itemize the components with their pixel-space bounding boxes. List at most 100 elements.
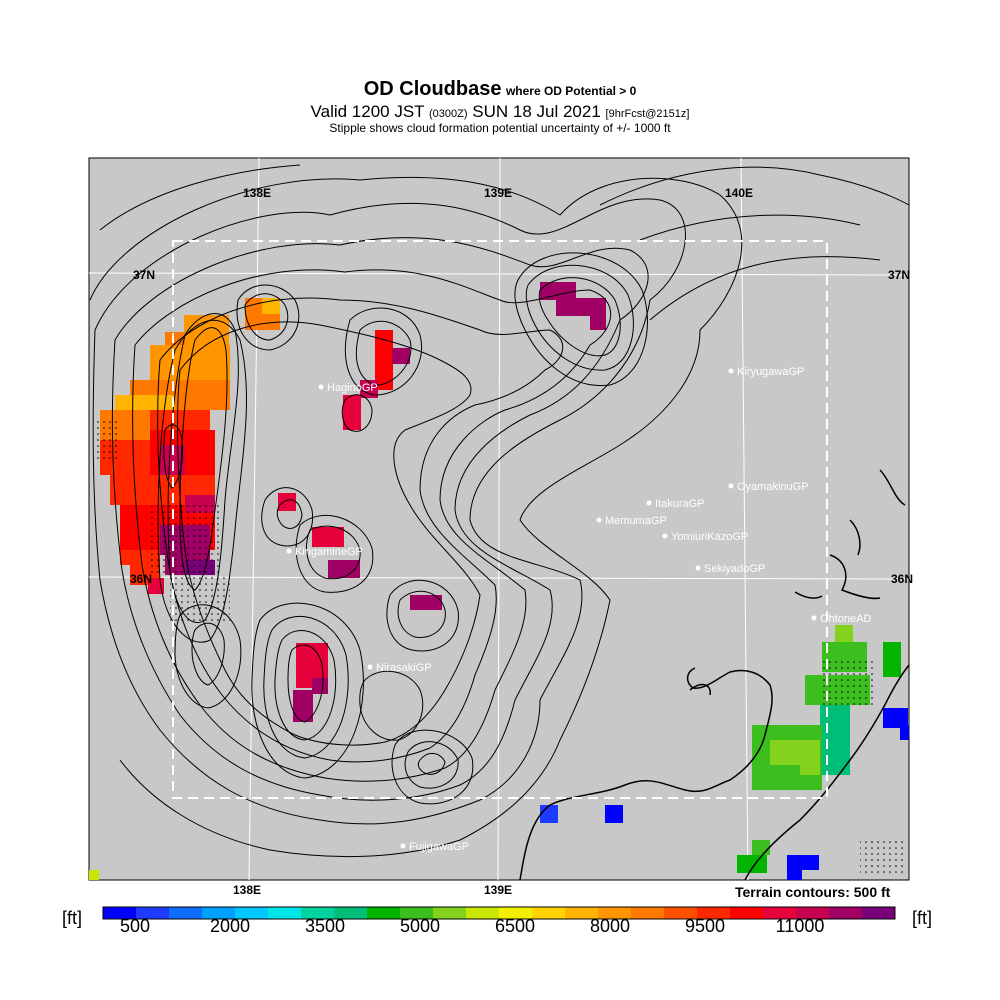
colorbar-swatch (565, 907, 599, 919)
valid-prefix: Valid 1200 JST (310, 102, 425, 121)
site-label: KirigamineGP (295, 546, 363, 558)
uncertainty-stipple (95, 420, 905, 875)
site-marker: NirasakiGP (367, 662, 432, 674)
cloudbase-cell (590, 312, 606, 330)
colorbar-swatch (301, 907, 335, 919)
cloudbase-cell (343, 395, 361, 430)
site-dot (318, 384, 324, 390)
colorbar-swatch (664, 907, 698, 919)
site-marker: OhtoneAD (811, 613, 871, 625)
colorbar-swatch (466, 907, 500, 919)
colorbar-tick-label: 5000 (399, 916, 441, 936)
cloudbase-cell (328, 560, 360, 578)
grid-lat-37 (89, 272, 909, 276)
colorbar-swatch (631, 907, 665, 919)
colorbar-swatch (763, 907, 797, 919)
colorbar-swatch (796, 907, 830, 919)
lon-label-bottom-138: 138E (233, 883, 261, 897)
lat-label-left-36: 36N (130, 572, 152, 586)
site-label: OyamakinuGP (737, 481, 809, 493)
cloudbase-cell (165, 332, 185, 347)
lon-label-top-140: 140E (725, 186, 753, 200)
terrain-contours-note: Terrain contours: 500 ft (735, 884, 891, 900)
colorbar-swatch (103, 907, 137, 919)
site-marker: SekiyadoGP (695, 563, 765, 575)
colorbar-tick-label: 2000 (209, 916, 251, 936)
site-dot (728, 483, 734, 489)
colorbar-tick-label: 11000 (775, 916, 825, 936)
site-label: OhtoneAD (820, 613, 871, 625)
site-marker: ItakuraGP (646, 498, 705, 510)
cloudbase-cell (883, 642, 901, 677)
title-main-suffix: where OD Potential > 0 (505, 84, 637, 98)
title-main: OD Cloudbase (363, 78, 502, 100)
colorbar-swatch (598, 907, 632, 919)
forecast-domain-box (172, 240, 828, 799)
cloudbase-cell (787, 865, 802, 880)
site-marker: KiryugawaGP (728, 366, 804, 378)
grid-lon-139 (497, 158, 501, 880)
lon-label-top-138: 138E (243, 186, 271, 200)
colorbar-swatch (400, 907, 434, 919)
grid-lon-138 (248, 158, 260, 880)
colorbar-swatch (136, 907, 170, 919)
colorbar-tick-label: 500 (119, 916, 151, 936)
colorbar-swatch (499, 907, 533, 919)
colorbar-swatch (268, 907, 302, 919)
colorbar-swatch (532, 907, 566, 919)
valid-date: SUN 18 Jul 2021 (472, 102, 601, 121)
site-marker: KirigamineGP (286, 546, 363, 558)
colorbar-swatch (367, 907, 401, 919)
lon-label-bottom-139: 139E (484, 883, 512, 897)
colorbar-frame (102, 906, 896, 920)
site-marker: FujigawaGP (400, 841, 469, 853)
map-axis-labels: 138E 139E 140E 37N 36N 37N 36N 138E 139E (130, 186, 913, 897)
site-label: HaginoGP (327, 382, 378, 394)
site-label: SekiyadoGP (704, 563, 765, 575)
cloudbase-cell (293, 690, 313, 722)
forecast-info: [9hrFcst@2151z] (605, 108, 690, 120)
site-label: KiryugawaGP (737, 366, 804, 378)
site-label: FujigawaGP (409, 841, 469, 853)
stipple-note: Stipple shows cloud formation potential … (329, 121, 671, 135)
cloudbase-cell (883, 708, 908, 728)
site-label: NirasakiGP (376, 662, 432, 674)
site-label: MemumaGP (605, 515, 667, 527)
site-dot (728, 368, 734, 374)
site-dot (662, 533, 668, 539)
cloudbase-cell (900, 725, 909, 740)
site-marker: HaginoGP (318, 382, 378, 394)
cloudbase-cell (410, 595, 442, 610)
colorbar-unit-left: [ft] (62, 908, 83, 928)
colorbar-swatch (235, 907, 269, 919)
colorbar-swatch (829, 907, 863, 919)
site-marker: OyamakinuGP (728, 481, 809, 493)
cloudbase-cell (835, 625, 853, 643)
cloudbase-cell (556, 298, 606, 316)
valid-zulu: (0300Z) (429, 108, 468, 120)
site-marker: YomiuriKazoGP (662, 531, 748, 543)
cloudbase-cell (540, 805, 558, 823)
cloudbase-cell (312, 527, 344, 547)
cloudbase-cell (278, 493, 296, 511)
colorbar-tick-label: 8000 (589, 916, 631, 936)
cloudbase-cell (375, 330, 393, 390)
cloudbase-cell (800, 740, 820, 775)
cloudbase-cell (312, 678, 328, 694)
terrain-contours (89, 164, 909, 858)
site-dot (400, 843, 406, 849)
cloudbase-cell (540, 282, 576, 300)
cloudbase-cell (605, 805, 623, 823)
colorbar-swatch (697, 907, 731, 919)
site-markers: KiryugawaGP HaginoGP OyamakinuGP ItakuraGP M… (286, 366, 871, 853)
grid-lon-140 (740, 158, 749, 880)
colorbar-swatch (202, 907, 236, 919)
cloudbase-cell (737, 855, 767, 873)
chart-title: OD Cloudbase where OD Potential > 0 (0, 78, 1000, 101)
colorbar-tick-label: 9500 (684, 916, 726, 936)
site-label: ItakuraGP (655, 498, 705, 510)
site-dot (695, 565, 701, 571)
cloudbase-cell (89, 870, 99, 880)
site-dot (286, 548, 292, 554)
site-dot (367, 664, 373, 670)
